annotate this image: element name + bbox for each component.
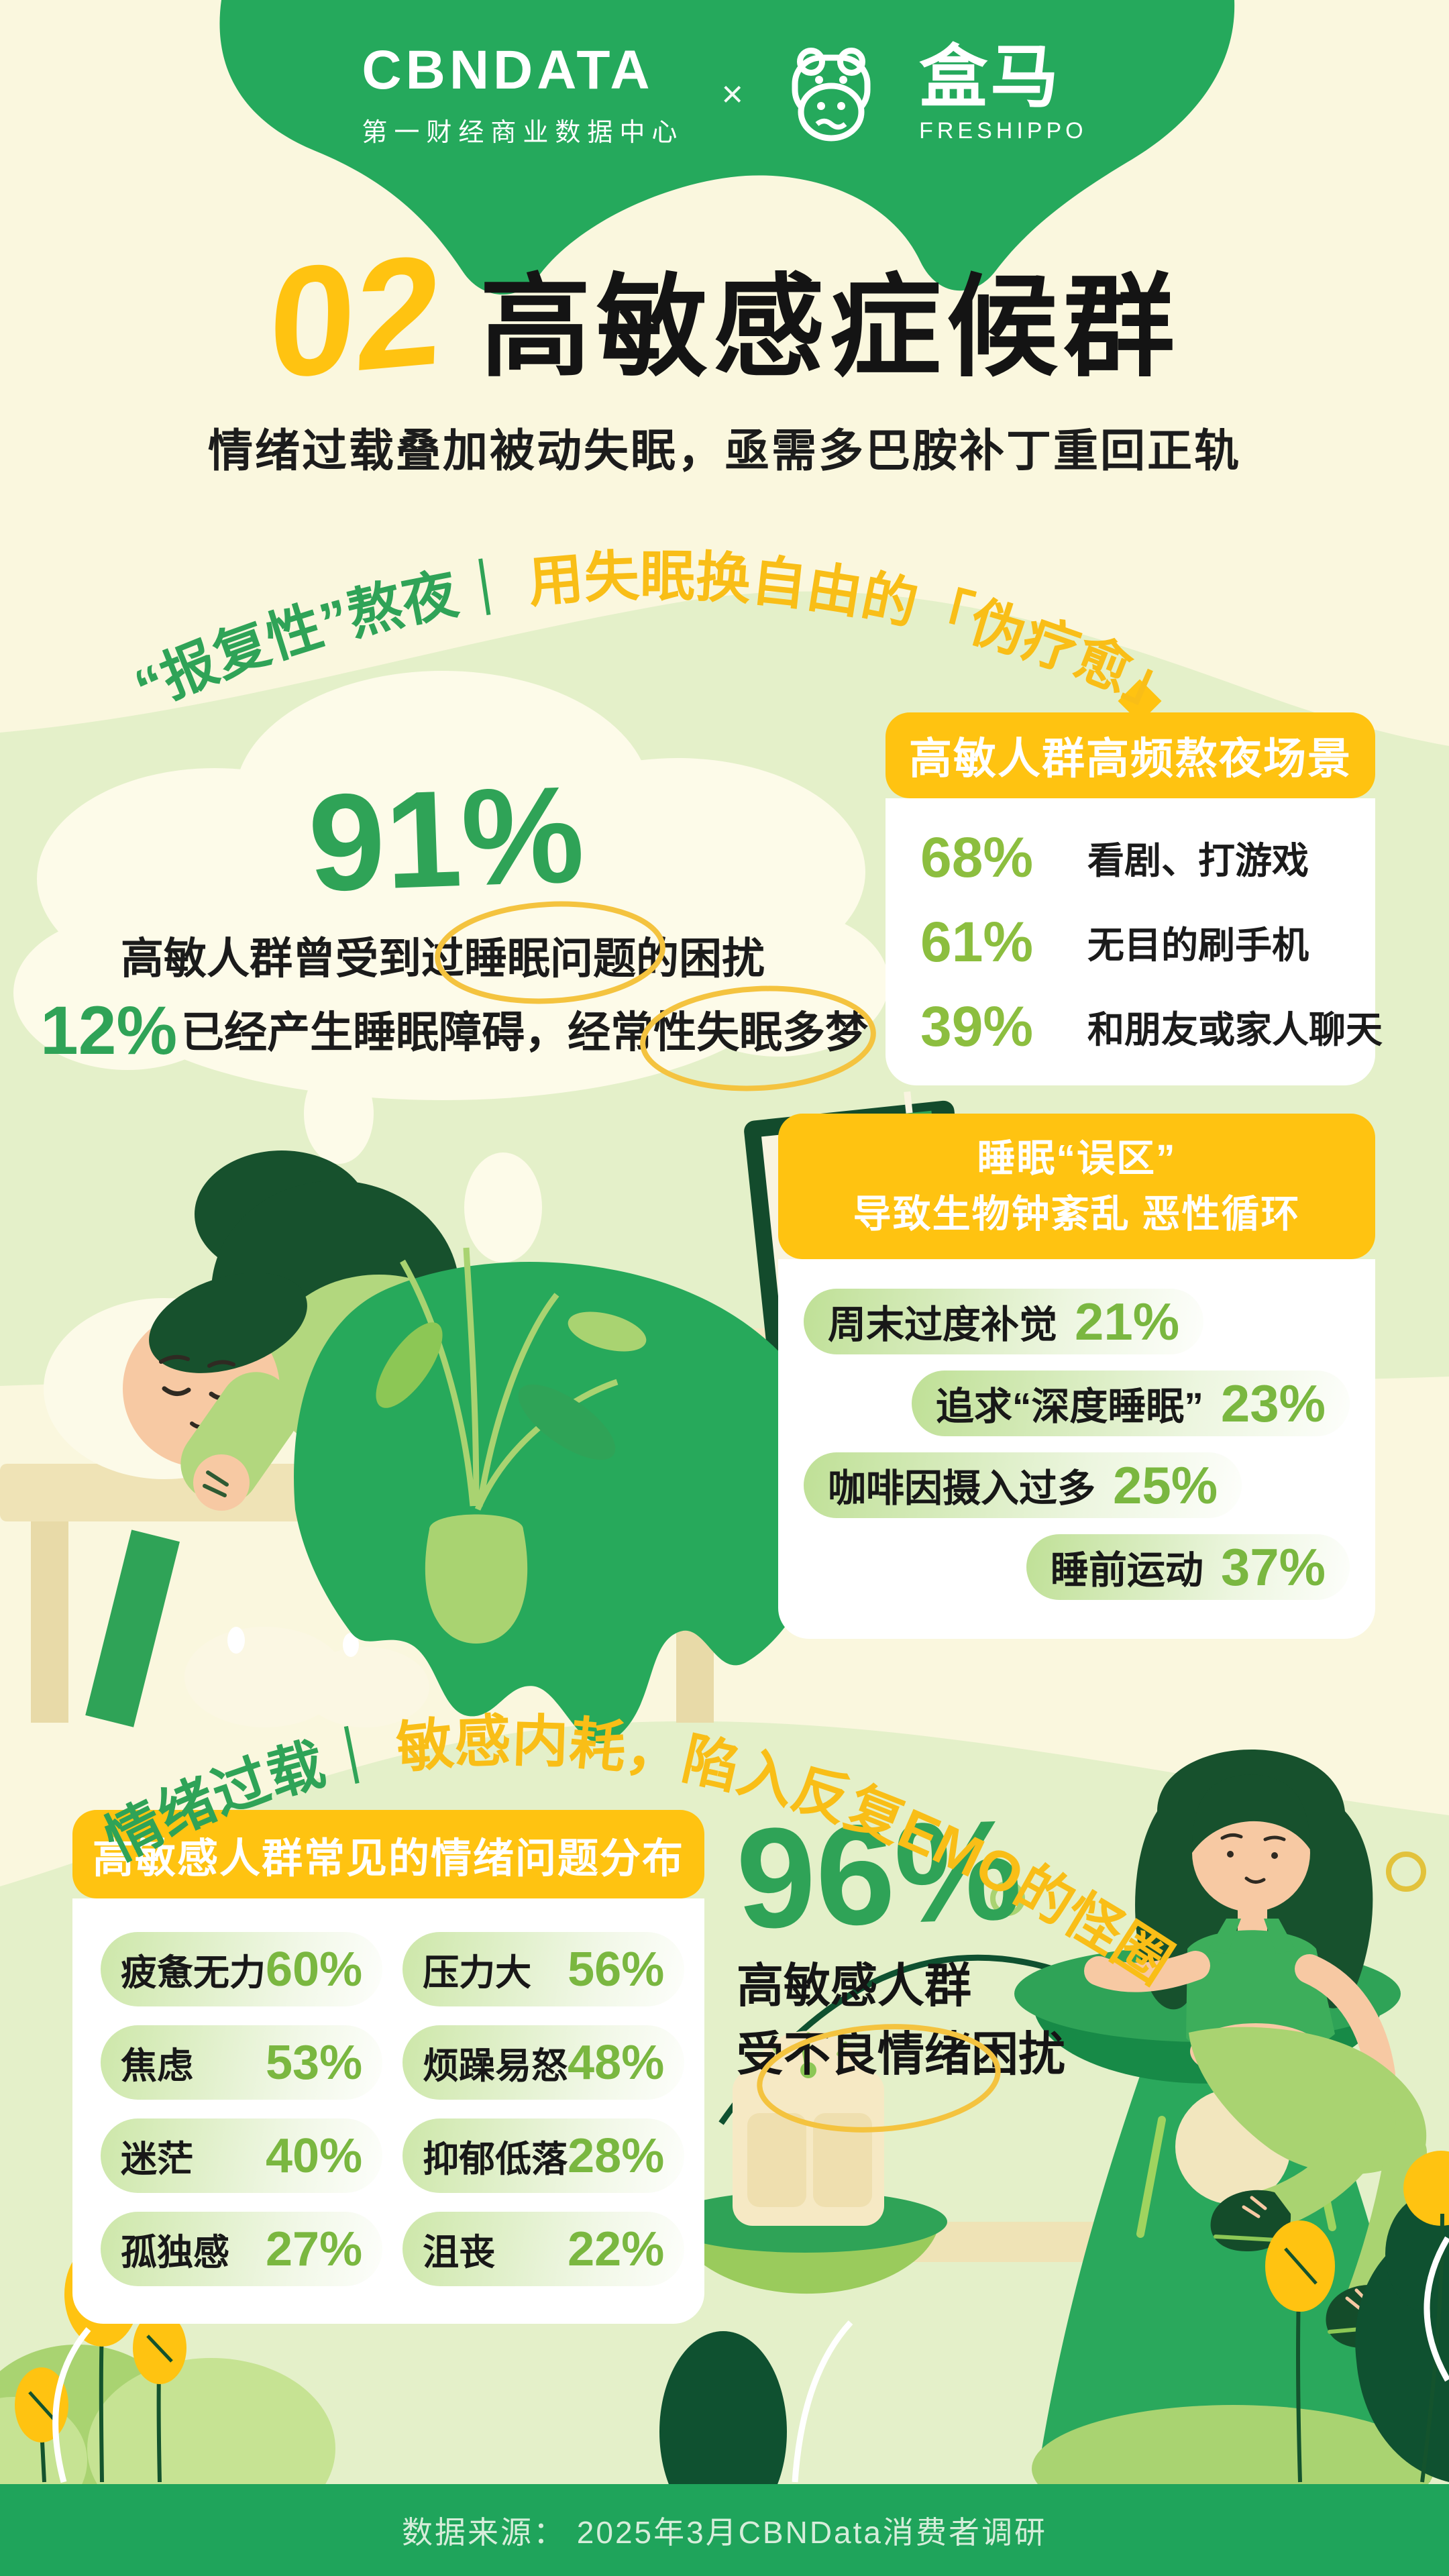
emotion-value: 27% bbox=[266, 2222, 363, 2276]
emotion-card-body: 疲惫无力 60% 压力大 56% 焦虑 53% 烦躁易怒 48% 迷茫 40% … bbox=[72, 1898, 704, 2324]
stat-91-percent: 91% bbox=[306, 757, 587, 920]
bench-leg bbox=[31, 1521, 68, 1723]
sleep-myth-card: 睡眠“误区” 导致生物钟紊乱 恶性循环 周末过度补觉 21% 追求“深度睡眠” … bbox=[778, 1114, 1375, 1640]
data-source-text: 数据来源： 2025年3月CBNData消费者调研 bbox=[402, 2514, 1047, 2550]
myth-title-line2: 导致生物钟紊乱 恶性循环 bbox=[853, 1192, 1301, 1236]
yellow-leaf-icon bbox=[1403, 2151, 1449, 2226]
emotion-value: 28% bbox=[568, 2129, 665, 2183]
ring-decoration bbox=[990, 1881, 1025, 1916]
cbndata-subtitle: 第一财经商业数据中心 bbox=[362, 119, 684, 147]
emotion-pill: 疲惫无力 60% bbox=[101, 1932, 383, 2006]
emotion-card-title: 高敏感人群常见的情绪问题分布 bbox=[72, 1810, 704, 1898]
stat-12-percent: 12% bbox=[40, 992, 178, 1069]
freshippo-logo: 盒马 FRESHIPPO bbox=[919, 43, 1087, 144]
diamond-decoration bbox=[1118, 679, 1162, 723]
myth-label: 咖啡因摄入过多 bbox=[828, 1467, 1095, 1511]
stat-12-line: 12%已经产生睡眠障碍，经常性失眠多梦 bbox=[40, 991, 868, 1070]
scene-value: 39% bbox=[920, 995, 1034, 1058]
cbndata-wordmark: CBNDATA bbox=[362, 40, 654, 101]
emotion-pill: 烦躁易怒 48% bbox=[402, 2025, 685, 2100]
emotion-value: 40% bbox=[266, 2129, 363, 2183]
myth-card-body: 周末过度补觉 21% 追求“深度睡眠” 23% 咖啡因摄入过多 25% 睡前运动… bbox=[778, 1259, 1375, 1640]
emotion-pill: 抑郁低落 28% bbox=[402, 2118, 685, 2193]
brand-header: CBNDATA 第一财经商业数据中心 × 盒马 FRESHIPPO bbox=[0, 39, 1449, 148]
emotion-pill: 孤独感 27% bbox=[101, 2212, 383, 2286]
emotion-label: 疲惫无力 bbox=[121, 1953, 266, 1993]
emotion-pill: 沮丧 22% bbox=[402, 2212, 685, 2286]
emotion-label: 孤独感 bbox=[121, 2233, 229, 2273]
emotion-stat-block: 96% 高敏感人群 受不良情绪困扰 bbox=[734, 1790, 1166, 2088]
stat-96-line2: 受不良情绪困扰 bbox=[737, 2027, 1065, 2080]
section-number: 02 bbox=[266, 221, 445, 412]
bottom-right-bushes bbox=[659, 2151, 1449, 2532]
scene-label: 无目的刷手机 bbox=[1087, 924, 1309, 966]
emotion-label: 烦躁易怒 bbox=[423, 2046, 568, 2086]
myth-title-line1: 睡眠“误区” bbox=[977, 1137, 1177, 1180]
emotion-value: 48% bbox=[568, 2035, 665, 2090]
book-under-bench bbox=[85, 1529, 180, 1727]
emotion-label: 压力大 bbox=[423, 1953, 532, 1993]
scene-card-body: 68% 看剧、打游戏 61% 无目的刷手机 39% 和朋友或家人聊天 bbox=[885, 798, 1383, 1085]
myth-pill: 周末过度补觉 21% bbox=[804, 1289, 1204, 1355]
scene-value: 68% bbox=[920, 826, 1034, 889]
blanket bbox=[294, 1262, 850, 1743]
data-source-footer: 数据来源： 2025年3月CBNData消费者调研 bbox=[0, 2484, 1449, 2576]
myth-pill: 睡前运动 37% bbox=[1026, 1534, 1350, 1601]
myth-label: 周末过度补觉 bbox=[828, 1303, 1057, 1347]
myth-value: 37% bbox=[1220, 1538, 1326, 1597]
emotion-pill: 迷茫 40% bbox=[101, 2118, 383, 2193]
myth-value: 23% bbox=[1220, 1374, 1326, 1434]
scene-row: 39% 和朋友或家人聊天 bbox=[920, 995, 1383, 1058]
emotion-label: 抑郁低落 bbox=[423, 2139, 568, 2180]
scene-row: 61% 无目的刷手机 bbox=[920, 914, 1359, 970]
freshippo-cn-wordmark: 盒马 bbox=[919, 39, 1062, 115]
emotion-value: 60% bbox=[266, 1942, 363, 1996]
sitting-woman bbox=[1084, 1750, 1427, 2349]
scene-card-title: 高敏人群高频熬夜场景 bbox=[885, 712, 1375, 798]
late-night-scene-card: 高敏人群高频熬夜场景 68% 看剧、打游戏 61% 无目的刷手机 39% 和朋友… bbox=[885, 712, 1383, 1085]
myth-value: 25% bbox=[1113, 1456, 1218, 1515]
hippo-icon bbox=[792, 47, 871, 141]
scene-value: 61% bbox=[920, 910, 1034, 973]
emotion-distribution-card: 高敏感人群常见的情绪问题分布 疲惫无力 60% 压力大 56% 焦虑 53% 烦… bbox=[72, 1810, 704, 2324]
section-title: 02 高敏感症候群 bbox=[0, 221, 1449, 411]
stat-12-label: 已经产生睡眠障碍，经常性失眠多梦 bbox=[181, 1008, 869, 1057]
scene-label: 看剧、打游戏 bbox=[1087, 840, 1309, 881]
scene-label: 和朋友或家人聊天 bbox=[1087, 1009, 1383, 1051]
emotion-value: 56% bbox=[568, 1942, 665, 1996]
myth-pill: 咖啡因摄入过多 25% bbox=[804, 1452, 1242, 1519]
myth-value: 21% bbox=[1075, 1292, 1180, 1352]
cbndata-logo: CBNDATA 第一财经商业数据中心 bbox=[362, 39, 684, 148]
emotion-label: 迷茫 bbox=[121, 2139, 193, 2180]
header-green-blob bbox=[219, 0, 1235, 295]
ring-decoration bbox=[1386, 1851, 1426, 1892]
stat-96-line1: 高敏感人群 bbox=[737, 1960, 971, 2012]
page-title: 高敏感症候群 bbox=[480, 266, 1181, 390]
emotion-pill: 焦虑 53% bbox=[101, 2025, 383, 2100]
stat-91-label: 高敏人群曾受到过睡眠问题的困扰 bbox=[121, 934, 765, 983]
potted-plant bbox=[376, 1247, 647, 1644]
myth-label: 睡前运动 bbox=[1050, 1549, 1203, 1593]
emotion-pill: 压力大 56% bbox=[402, 1932, 685, 2006]
emotion-label: 焦虑 bbox=[121, 2046, 193, 2086]
myth-label: 追求“深度睡眠” bbox=[935, 1385, 1203, 1429]
collab-x-separator: × bbox=[721, 72, 744, 115]
emotion-value: 22% bbox=[568, 2222, 665, 2276]
stat-96-percent: 96% bbox=[733, 1789, 1024, 1959]
myth-card-title: 睡眠“误区” 导致生物钟紊乱 恶性循环 bbox=[778, 1114, 1375, 1260]
freshippo-en-wordmark: FRESHIPPO bbox=[919, 118, 1087, 144]
emotion-value: 53% bbox=[266, 2035, 363, 2090]
myth-pill: 追求“深度睡眠” 23% bbox=[911, 1371, 1350, 1437]
emotion-label: 沮丧 bbox=[423, 2233, 496, 2273]
scene-row: 68% 看剧、打游戏 bbox=[920, 829, 1359, 885]
section-subtitle: 情绪过载叠加被动失眠，亟需多巴胺补丁重回正轨 bbox=[208, 426, 1241, 476]
